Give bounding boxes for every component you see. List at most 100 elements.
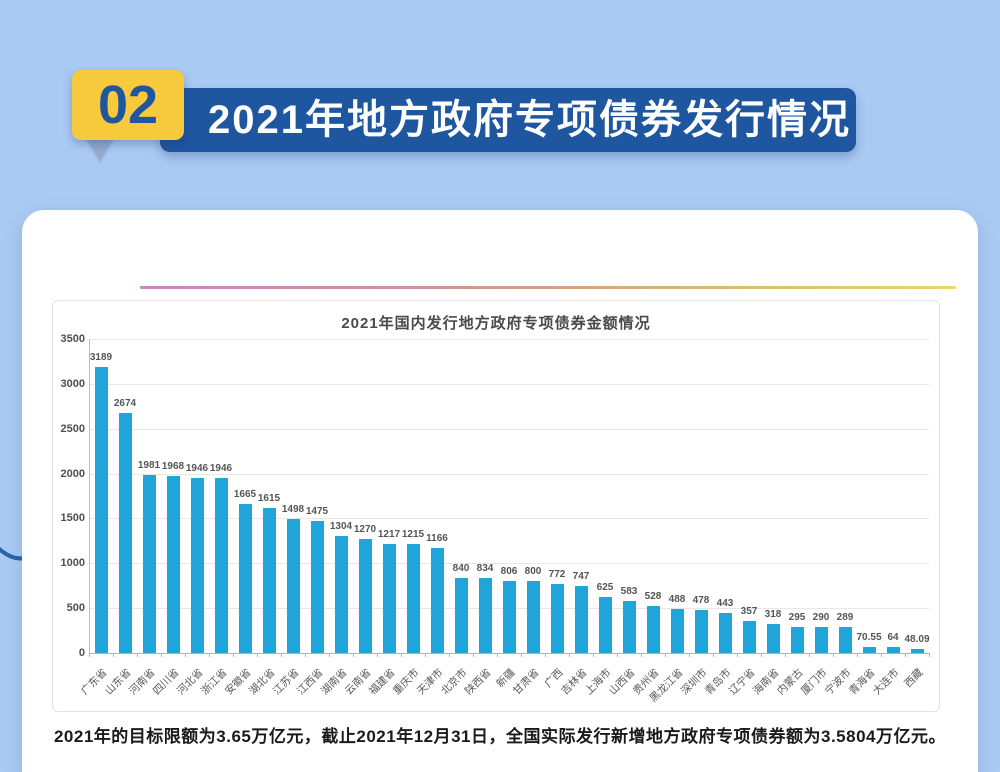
bar	[814, 626, 828, 653]
bar	[742, 620, 756, 653]
x-axis-tick	[833, 653, 834, 657]
bar	[790, 626, 804, 653]
bar-value-label: 3189	[89, 351, 113, 363]
y-axis-line	[89, 339, 90, 653]
bar-value-label: 834	[476, 563, 494, 575]
bar	[166, 476, 180, 653]
bar-value-label: 1946	[185, 463, 209, 475]
x-axis-tick	[425, 653, 426, 657]
bar-value-label: 1475	[305, 505, 329, 517]
x-axis-tick	[761, 653, 762, 657]
bar-value-label: 290	[812, 611, 830, 623]
bar-value-label: 747	[572, 570, 590, 582]
x-axis-tick	[353, 653, 354, 657]
bar-value-label: 1615	[257, 493, 281, 505]
y-gridline	[89, 518, 929, 520]
bar-value-label: 772	[548, 568, 566, 580]
x-axis-tick	[329, 653, 330, 657]
y-gridline	[89, 383, 929, 385]
bar-value-label: 1946	[209, 463, 233, 475]
bar	[622, 600, 636, 653]
bar	[118, 413, 132, 653]
x-axis-label: 陕西省	[462, 666, 494, 698]
x-axis-tick	[929, 653, 930, 657]
bar-value-label: 48.09	[904, 633, 930, 645]
x-axis-label: 大连市	[870, 666, 902, 698]
bar	[910, 648, 924, 653]
bar-value-label: 1498	[281, 503, 305, 515]
section-title: 2021年地方政府专项债券发行情况	[208, 98, 851, 142]
bar-value-label: 488	[668, 594, 686, 606]
bar-value-label: 295	[788, 611, 806, 623]
bar	[766, 624, 780, 653]
x-axis-tick	[473, 653, 474, 657]
bar-value-label: 1981	[137, 460, 161, 472]
bar-value-label: 357	[740, 605, 758, 617]
bar	[382, 543, 396, 653]
section-number-badge: 02	[72, 70, 184, 140]
bar-value-label: 800	[524, 566, 542, 578]
chart-title: 2021年国内发行地方政府专项债券金额情况	[341, 315, 651, 332]
x-axis-tick	[161, 653, 162, 657]
bar	[142, 475, 156, 653]
x-axis-tick	[305, 653, 306, 657]
y-axis-tick-label: 1000	[60, 557, 85, 570]
bar	[478, 578, 492, 653]
x-axis-tick	[257, 653, 258, 657]
bar	[646, 605, 660, 653]
bar-value-label: 64	[887, 632, 899, 644]
bar-value-label: 2674	[113, 398, 137, 410]
bar	[214, 478, 228, 653]
bar-value-label: 1270	[353, 524, 377, 536]
bar-value-label: 1166	[426, 533, 448, 545]
y-gridline	[89, 563, 929, 565]
bar	[598, 596, 612, 653]
x-axis-tick	[737, 653, 738, 657]
bar	[430, 548, 444, 653]
bar-value-label: 1665	[233, 488, 257, 500]
x-axis-tick	[137, 653, 138, 657]
y-gridline	[89, 339, 929, 340]
x-axis-tick	[881, 653, 882, 657]
bar	[550, 583, 564, 653]
x-axis-tick	[905, 653, 906, 657]
bar	[526, 581, 540, 653]
bar	[310, 520, 324, 653]
banner-fold-decoration	[84, 136, 116, 163]
y-axis-tick-label: 2500	[60, 422, 85, 435]
bar	[694, 610, 708, 653]
y-gridline	[89, 473, 929, 475]
x-axis-tick	[593, 653, 594, 657]
bar-value-label: 318	[764, 609, 782, 621]
bar	[286, 518, 300, 653]
bar-value-label: 528	[644, 590, 662, 602]
bar	[886, 647, 900, 653]
bar-value-label: 70.55	[856, 631, 882, 643]
x-axis-label: 西藏	[902, 666, 926, 690]
bar	[670, 609, 684, 653]
x-axis-tick	[665, 653, 666, 657]
gradient-divider	[140, 286, 956, 289]
bar	[718, 613, 732, 653]
x-axis-tick	[401, 653, 402, 657]
y-gridline	[89, 428, 929, 430]
bar	[574, 585, 588, 653]
bar	[454, 577, 468, 653]
x-axis-line	[89, 653, 929, 654]
x-axis-tick	[497, 653, 498, 657]
bar	[94, 366, 108, 653]
x-axis-tick	[713, 653, 714, 657]
bar-value-label: 478	[692, 595, 710, 607]
bar	[358, 539, 372, 653]
x-axis-tick	[89, 653, 90, 657]
bar	[502, 580, 516, 653]
x-axis-tick	[641, 653, 642, 657]
x-axis-tick	[785, 653, 786, 657]
plot-area: 0 500 1000 1500 2000 2500 3000 3500 3189 广东省 2674 山…	[53, 301, 939, 711]
content-card: 2021年国内发行地方政府专项债券金额情况 0 500 1000 1500 2000 25…	[22, 210, 978, 772]
x-axis-tick	[689, 653, 690, 657]
bar-value-label: 1215	[401, 528, 425, 540]
x-axis-tick	[569, 653, 570, 657]
x-axis-tick	[281, 653, 282, 657]
x-axis-tick	[449, 653, 450, 657]
